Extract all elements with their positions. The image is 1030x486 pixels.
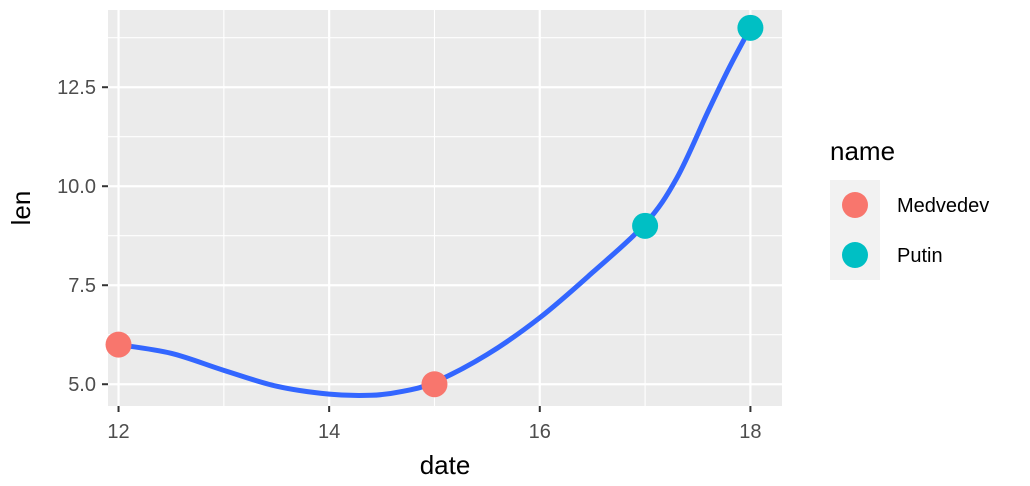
legend-label-medvedev: Medvedev (897, 195, 989, 217)
legend-key-putin (842, 242, 868, 268)
y-tick-label: 7.5 (68, 275, 96, 297)
data-point-medvedev (105, 331, 132, 358)
x-tick-label: 16 (529, 421, 551, 443)
y-tick-label: 10.0 (57, 176, 96, 198)
smooth-line (116, 25, 753, 399)
legend-label-putin: Putin (897, 245, 943, 267)
y-tick-label: 12.5 (57, 77, 96, 99)
legend-items: Medvedev Putin (830, 180, 989, 280)
smooth-layer (116, 25, 753, 399)
points-layer (105, 14, 764, 398)
x-tick-label: 12 (107, 421, 129, 443)
minor-grid (108, 10, 782, 406)
y-tick-label: 5.0 (68, 374, 96, 396)
legend: name Medvedev Putin (830, 136, 989, 280)
panel-background (108, 10, 782, 406)
data-point-putin (737, 14, 764, 41)
data-point-putin (632, 212, 659, 239)
legend-title: name (830, 136, 895, 166)
axes-layer: 12 14 16 18 5.0 7.5 10.0 12.5 (57, 77, 761, 443)
x-tick-label: 18 (739, 421, 761, 443)
legend-key-medvedev (842, 192, 868, 218)
x-axis-title: date (420, 450, 471, 480)
y-axis-title: len (6, 191, 36, 226)
data-point-medvedev (421, 371, 448, 398)
x-tick-label: 14 (318, 421, 340, 443)
